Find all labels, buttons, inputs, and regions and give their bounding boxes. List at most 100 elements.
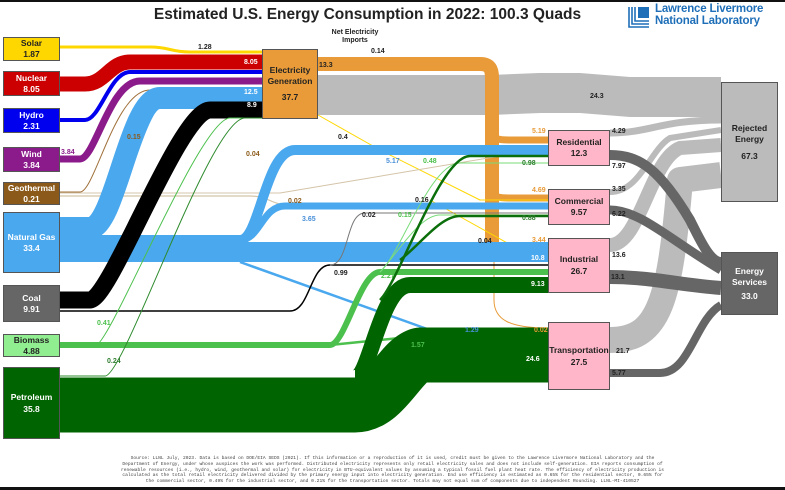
flow-value-label: 5.17 xyxy=(386,158,400,165)
node-natural-gas: Natural Gas 33.4 xyxy=(3,212,60,273)
flow-value-label: 3.84 xyxy=(61,149,75,156)
flow-coal-industrial xyxy=(60,264,548,312)
flow-value-label: 13.3 xyxy=(319,62,333,69)
flow-value-label: 13.1 xyxy=(611,274,625,281)
flow-natgas-electricity xyxy=(60,87,262,239)
footnote-line: the commercial sector, 0.49% for the ind… xyxy=(145,479,640,485)
flow-petroleum-commercial xyxy=(399,214,548,261)
flow-value-label: 3.44 xyxy=(532,237,546,244)
flow-value-label: 0.15 xyxy=(398,212,412,219)
node-label: Rejected Energy xyxy=(731,122,768,144)
flow-commercial-services xyxy=(609,205,724,274)
footnote-line: renewable resources (i.e., hydro, wind, … xyxy=(120,467,665,473)
node-label: Geothermal xyxy=(7,182,56,193)
flow-value-label: 0.41 xyxy=(97,320,111,327)
flow-wind-electricity xyxy=(60,77,262,163)
flow-value-label: 3.65 xyxy=(302,216,316,223)
flow-value-label: 0.16 xyxy=(415,197,429,204)
flow-value-label: 0.4 xyxy=(338,134,348,141)
node-value: 4.88 xyxy=(23,345,40,356)
node-electricity-generation: Electricity Generation 37.7 xyxy=(262,49,318,119)
node-value: 33.0 xyxy=(741,290,758,301)
flow-hydro-electricity xyxy=(60,70,262,122)
node-label: Commercial xyxy=(554,196,604,206)
flow-electricity-rejected xyxy=(318,73,721,117)
node-label: Transportation xyxy=(549,344,609,355)
flow-value-label: 12.5 xyxy=(244,89,258,96)
flow-nuclear-electricity xyxy=(60,54,262,92)
flow-coal-electricity xyxy=(60,101,262,309)
flow-value-label: 0.02 xyxy=(362,212,376,219)
flow-electricity-commercial xyxy=(488,180,548,202)
flow-industrial-rejected xyxy=(608,138,722,252)
flow-electricity-sectors xyxy=(318,57,499,250)
node-value: 27.5 xyxy=(570,356,588,367)
flow-value-label: 6.22 xyxy=(612,211,626,218)
node-label: Energy Services xyxy=(732,265,767,287)
node-value: 8.05 xyxy=(23,83,40,94)
footnote-line: Department of Energy, under whose auspic… xyxy=(122,461,663,467)
node-wind: Wind 3.84 xyxy=(3,147,60,172)
node-value: 9.91 xyxy=(23,303,40,314)
flow-value-label: 0.02 xyxy=(288,198,302,205)
node-coal: Coal 9.91 xyxy=(3,285,60,322)
node-petroleum: Petroleum 35.8 xyxy=(3,367,60,439)
chart-title: Estimated U.S. Energy Consumption in 202… xyxy=(0,6,785,24)
top-border xyxy=(0,0,785,2)
flow-value-label: 4.29 xyxy=(612,128,626,135)
flow-value-label: 24.3 xyxy=(590,93,604,100)
node-label: Nuclear xyxy=(15,72,48,83)
logo-line-2: National Laboratory xyxy=(655,14,760,27)
flow-value-label: 1.28 xyxy=(198,44,212,51)
flow-value-label: 3.35 xyxy=(612,186,626,193)
llnl-logo-text: Lawrence Livermore National Laboratory xyxy=(655,3,763,27)
flow-value-label: 0.99 xyxy=(334,270,348,277)
flow-value-label: 21.7 xyxy=(616,348,630,355)
bottom-border xyxy=(0,487,785,490)
node-rejected-energy: Rejected Energy 67.3 xyxy=(721,82,778,202)
node-label: Natural Gas xyxy=(7,231,56,242)
flow-coal-commercial xyxy=(329,212,548,266)
node-label: Biomass xyxy=(13,334,50,345)
flow-value-label: 5.19 xyxy=(532,128,546,135)
node-label: Solar xyxy=(20,38,43,48)
node-solar: Solar 1.87 xyxy=(3,37,60,61)
node-biomass: Biomass 4.88 xyxy=(3,334,60,357)
node-value: 35.8 xyxy=(23,403,40,414)
node-value: 0.21 xyxy=(23,193,40,204)
net-imports-value: 0.14 xyxy=(371,48,385,55)
flow-petroleum-industrial xyxy=(351,277,548,386)
flow-electricity-residential xyxy=(488,110,548,144)
flow-value-label: 8.05 xyxy=(244,59,258,66)
node-label: Residential xyxy=(556,137,602,147)
node-label: Electricity Generation xyxy=(267,65,313,86)
flow-residential-services xyxy=(609,150,723,267)
node-label: Hydro xyxy=(19,109,44,120)
flow-value-label: 0.02 xyxy=(534,327,548,334)
flow-residential-rejected xyxy=(609,116,722,137)
flow-value-label: 0.24 xyxy=(107,358,121,365)
flow-biomass-commercial xyxy=(379,214,548,273)
source-footnote: Source: LLNL July, 2023. Data is based o… xyxy=(60,456,725,485)
flow-industrial-services xyxy=(609,270,722,295)
flow-value-label: 0.15 xyxy=(127,134,141,141)
node-value: 2.31 xyxy=(23,120,40,131)
footnote-line: calculated as the total retail electrici… xyxy=(122,473,663,479)
node-label: Industrial xyxy=(559,254,599,264)
node-geothermal: Geothermal 0.21 xyxy=(3,182,60,205)
flow-solar-residential xyxy=(317,114,548,151)
node-industrial: Industrial 26.7 xyxy=(548,238,610,293)
node-value: 3.84 xyxy=(23,159,40,170)
flow-petroleum-residential xyxy=(379,154,548,301)
node-nuclear: Nuclear 8.05 xyxy=(3,71,60,96)
node-value: 37.7 xyxy=(281,92,299,102)
flow-value-label: 0.48 xyxy=(423,158,437,165)
flow-petroleum-electricity xyxy=(60,117,262,377)
node-transportation: Transportation 27.5 xyxy=(548,322,610,390)
llnl-logo-icon xyxy=(628,7,649,28)
flow-value-label: 9.13 xyxy=(531,281,545,288)
node-value: 12.3 xyxy=(570,148,588,158)
node-label: Petroleum xyxy=(10,391,53,402)
flow-value-label: 4.69 xyxy=(532,187,546,194)
flow-natgas-commercial xyxy=(239,202,548,244)
